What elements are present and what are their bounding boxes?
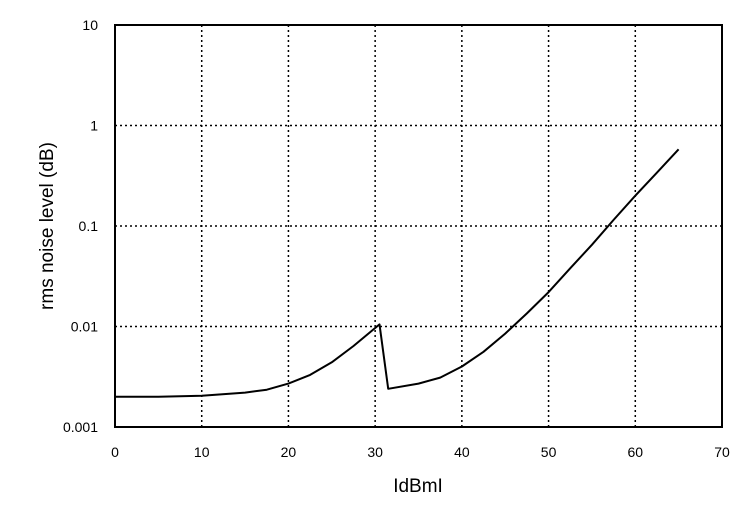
y-tick-label: 0.1 (79, 218, 99, 234)
x-tick-label: 40 (454, 444, 470, 460)
plot-area-frame (114, 24, 723, 428)
y-tick-labels: 0.001 0.01 0.1 1 10 (63, 17, 98, 435)
series-line (115, 148, 680, 398)
x-tick-label: 70 (714, 444, 730, 460)
x-tick-label: 10 (194, 444, 210, 460)
y-tick-label: 1 (90, 118, 98, 134)
x-tick-label: 30 (367, 444, 383, 460)
x-tick-labels: 0 10 20 30 40 50 60 70 (111, 444, 730, 460)
y-axis-title: rms noise level (dB) (37, 142, 58, 310)
y-tick-label: 10 (82, 17, 98, 33)
x-axis-title: IdBmI (393, 476, 443, 497)
x-tick-label: 60 (627, 444, 643, 460)
x-tick-label: 50 (541, 444, 557, 460)
y-tick-label: 0.001 (63, 419, 98, 435)
y-tick-label: 0.01 (71, 319, 98, 335)
x-tick-label: 20 (281, 444, 297, 460)
x-tick-label: 0 (111, 444, 119, 460)
grid (115, 25, 722, 427)
